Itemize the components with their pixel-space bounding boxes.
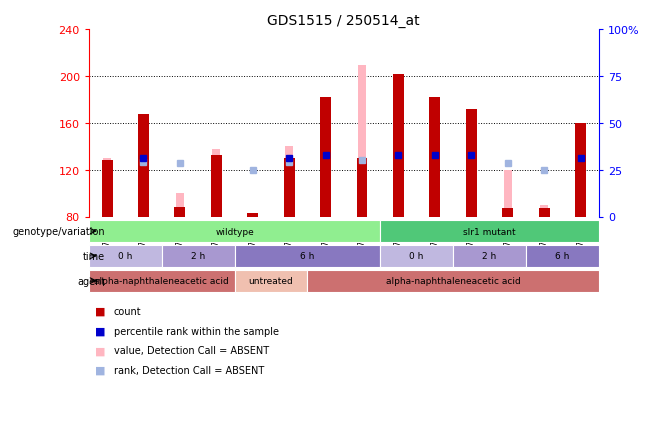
Bar bbox=[89, 270, 234, 292]
Bar bbox=[89, 220, 380, 243]
Text: slr1 mutant: slr1 mutant bbox=[463, 227, 516, 236]
Bar bbox=[138, 114, 149, 217]
Bar bbox=[322, 159, 330, 217]
Bar bbox=[103, 159, 111, 217]
Text: genotype/variation: genotype/variation bbox=[13, 227, 105, 237]
Text: percentile rank within the sample: percentile rank within the sample bbox=[114, 326, 279, 336]
Bar bbox=[213, 149, 220, 217]
Bar bbox=[357, 159, 367, 217]
Title: GDS1515 / 250514_at: GDS1515 / 250514_at bbox=[268, 14, 420, 28]
Text: 2 h: 2 h bbox=[191, 252, 205, 261]
Bar bbox=[502, 209, 513, 217]
Text: time: time bbox=[84, 251, 105, 261]
Text: ■: ■ bbox=[95, 326, 106, 336]
Bar bbox=[394, 155, 403, 217]
Bar bbox=[285, 147, 293, 217]
Bar bbox=[575, 124, 586, 217]
Bar bbox=[307, 270, 599, 292]
Bar bbox=[358, 66, 366, 217]
Bar bbox=[576, 159, 584, 217]
Text: rank, Detection Call = ABSENT: rank, Detection Call = ABSENT bbox=[114, 365, 264, 375]
Bar bbox=[453, 245, 526, 267]
Text: value, Detection Call = ABSENT: value, Detection Call = ABSENT bbox=[114, 345, 269, 355]
Bar bbox=[139, 159, 147, 217]
Bar bbox=[320, 98, 331, 217]
Bar bbox=[431, 155, 439, 217]
Bar bbox=[466, 110, 477, 217]
Bar bbox=[504, 170, 512, 217]
Text: 0 h: 0 h bbox=[118, 252, 132, 261]
Bar bbox=[467, 170, 475, 217]
Text: ■: ■ bbox=[95, 345, 106, 355]
Bar bbox=[234, 245, 380, 267]
Text: wildtype: wildtype bbox=[215, 227, 254, 236]
Bar bbox=[430, 98, 440, 217]
Bar bbox=[89, 245, 162, 267]
Bar bbox=[211, 155, 222, 217]
Bar bbox=[380, 220, 599, 243]
Bar bbox=[174, 208, 186, 217]
Bar bbox=[380, 245, 453, 267]
Bar bbox=[393, 75, 404, 217]
Text: alpha-naphthaleneacetic acid: alpha-naphthaleneacetic acid bbox=[386, 276, 520, 286]
Text: 6 h: 6 h bbox=[300, 252, 315, 261]
Bar bbox=[284, 159, 295, 217]
Bar bbox=[234, 270, 307, 292]
Text: count: count bbox=[114, 306, 141, 316]
Text: 2 h: 2 h bbox=[482, 252, 497, 261]
Text: ■: ■ bbox=[95, 306, 106, 316]
Bar bbox=[539, 209, 549, 217]
Text: ■: ■ bbox=[95, 365, 106, 375]
Bar bbox=[162, 245, 234, 267]
Text: agent: agent bbox=[77, 276, 105, 286]
Bar bbox=[249, 214, 257, 217]
Bar bbox=[247, 214, 258, 217]
Text: untreated: untreated bbox=[249, 276, 293, 286]
Text: 0 h: 0 h bbox=[409, 252, 424, 261]
Bar bbox=[540, 205, 548, 217]
Bar bbox=[176, 194, 184, 217]
Bar bbox=[101, 161, 113, 217]
Bar bbox=[526, 245, 599, 267]
Text: 6 h: 6 h bbox=[555, 252, 570, 261]
Text: alpha-naphthaleneacetic acid: alpha-naphthaleneacetic acid bbox=[94, 276, 229, 286]
